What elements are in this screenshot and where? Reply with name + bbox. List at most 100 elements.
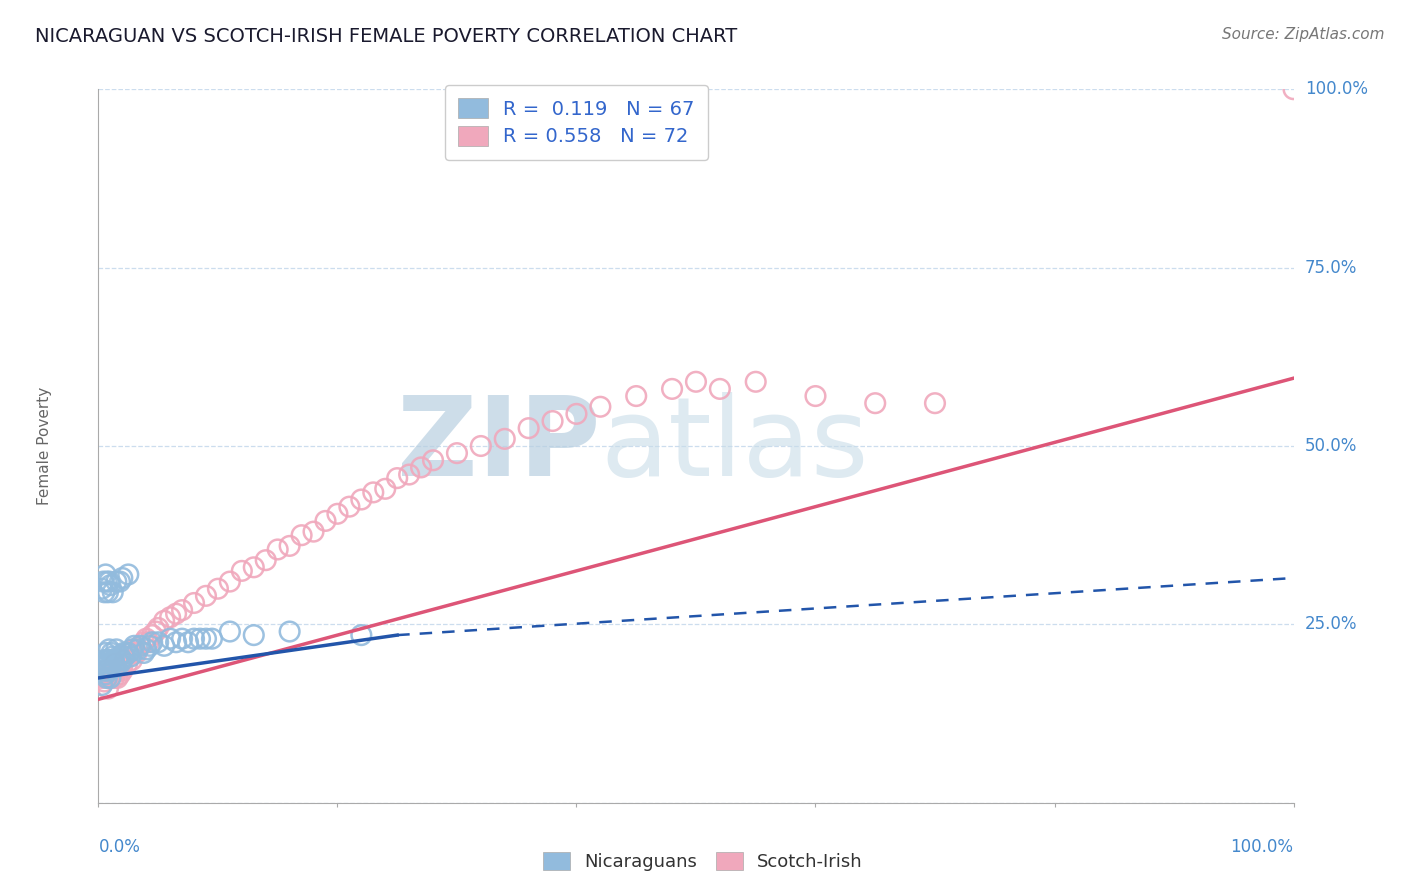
Point xyxy=(363,485,385,500)
Point xyxy=(315,514,337,528)
Point xyxy=(91,671,114,685)
Point xyxy=(93,585,115,599)
Point xyxy=(96,657,118,671)
Point xyxy=(470,439,492,453)
Point xyxy=(107,671,129,685)
Point xyxy=(132,635,155,649)
Point xyxy=(97,664,120,678)
Text: 75.0%: 75.0% xyxy=(1305,259,1357,277)
Point xyxy=(243,560,266,574)
Point xyxy=(91,667,114,681)
Point xyxy=(114,649,136,664)
Point xyxy=(350,492,373,507)
Point xyxy=(101,585,124,599)
Point xyxy=(159,610,181,624)
Point xyxy=(626,389,648,403)
Point xyxy=(139,639,162,653)
Point xyxy=(112,646,135,660)
Point xyxy=(350,628,373,642)
Point xyxy=(231,564,253,578)
Point xyxy=(125,646,148,660)
Point xyxy=(541,414,564,428)
Point xyxy=(97,653,120,667)
Point xyxy=(422,453,444,467)
Point xyxy=(108,667,131,681)
Text: 100.0%: 100.0% xyxy=(1305,80,1368,98)
Point xyxy=(96,671,118,685)
Point xyxy=(100,646,122,660)
Point xyxy=(115,657,138,671)
Point xyxy=(90,657,112,671)
Point xyxy=(1282,82,1305,96)
Point xyxy=(374,482,396,496)
Point xyxy=(565,407,588,421)
Point xyxy=(91,660,114,674)
Text: 100.0%: 100.0% xyxy=(1230,838,1294,856)
Point xyxy=(153,614,176,628)
Point xyxy=(129,639,152,653)
Point xyxy=(91,582,114,596)
Point xyxy=(111,664,134,678)
Point xyxy=(105,664,128,678)
Point xyxy=(685,375,707,389)
Point xyxy=(105,642,128,657)
Point xyxy=(94,667,117,681)
Point xyxy=(183,632,205,646)
Point xyxy=(94,567,117,582)
Point xyxy=(745,375,768,389)
Point xyxy=(94,646,117,660)
Point xyxy=(183,596,205,610)
Point xyxy=(117,646,139,660)
Text: NICARAGUAN VS SCOTCH-IRISH FEMALE POVERTY CORRELATION CHART: NICARAGUAN VS SCOTCH-IRISH FEMALE POVERT… xyxy=(35,27,737,45)
Point xyxy=(188,632,211,646)
Point xyxy=(101,649,124,664)
Point xyxy=(127,642,149,657)
Point xyxy=(114,653,136,667)
Point xyxy=(446,446,468,460)
Point xyxy=(98,574,121,589)
Point xyxy=(120,649,142,664)
Point xyxy=(153,639,176,653)
Text: atlas: atlas xyxy=(600,392,869,500)
Point xyxy=(159,632,181,646)
Point xyxy=(709,382,731,396)
Point xyxy=(110,653,132,667)
Text: Female Poverty: Female Poverty xyxy=(37,387,52,505)
Point xyxy=(254,553,277,567)
Point xyxy=(124,642,146,657)
Point xyxy=(115,646,138,660)
Point xyxy=(589,400,612,414)
Point xyxy=(165,607,187,621)
Point xyxy=(132,646,155,660)
Point xyxy=(121,653,143,667)
Point xyxy=(243,628,266,642)
Point xyxy=(267,542,290,557)
Point xyxy=(107,649,129,664)
Point xyxy=(97,681,120,696)
Point xyxy=(148,621,170,635)
Point xyxy=(148,635,170,649)
Point xyxy=(117,567,139,582)
Point xyxy=(141,635,163,649)
Legend: Nicaraguans, Scotch-Irish: Nicaraguans, Scotch-Irish xyxy=(536,845,870,879)
Point xyxy=(121,642,143,657)
Text: Source: ZipAtlas.com: Source: ZipAtlas.com xyxy=(1222,27,1385,42)
Point xyxy=(141,628,163,642)
Point xyxy=(107,653,129,667)
Point xyxy=(98,578,122,592)
Point xyxy=(165,635,187,649)
Point xyxy=(135,642,157,657)
Point xyxy=(195,589,218,603)
Point xyxy=(326,507,349,521)
Point xyxy=(177,635,200,649)
Point xyxy=(108,574,131,589)
Point xyxy=(103,657,125,671)
Point xyxy=(105,574,128,589)
Point xyxy=(96,574,118,589)
Point xyxy=(385,471,409,485)
Point xyxy=(124,639,146,653)
Point xyxy=(145,624,167,639)
Point xyxy=(101,667,124,681)
Point xyxy=(91,678,114,692)
Point xyxy=(201,632,224,646)
